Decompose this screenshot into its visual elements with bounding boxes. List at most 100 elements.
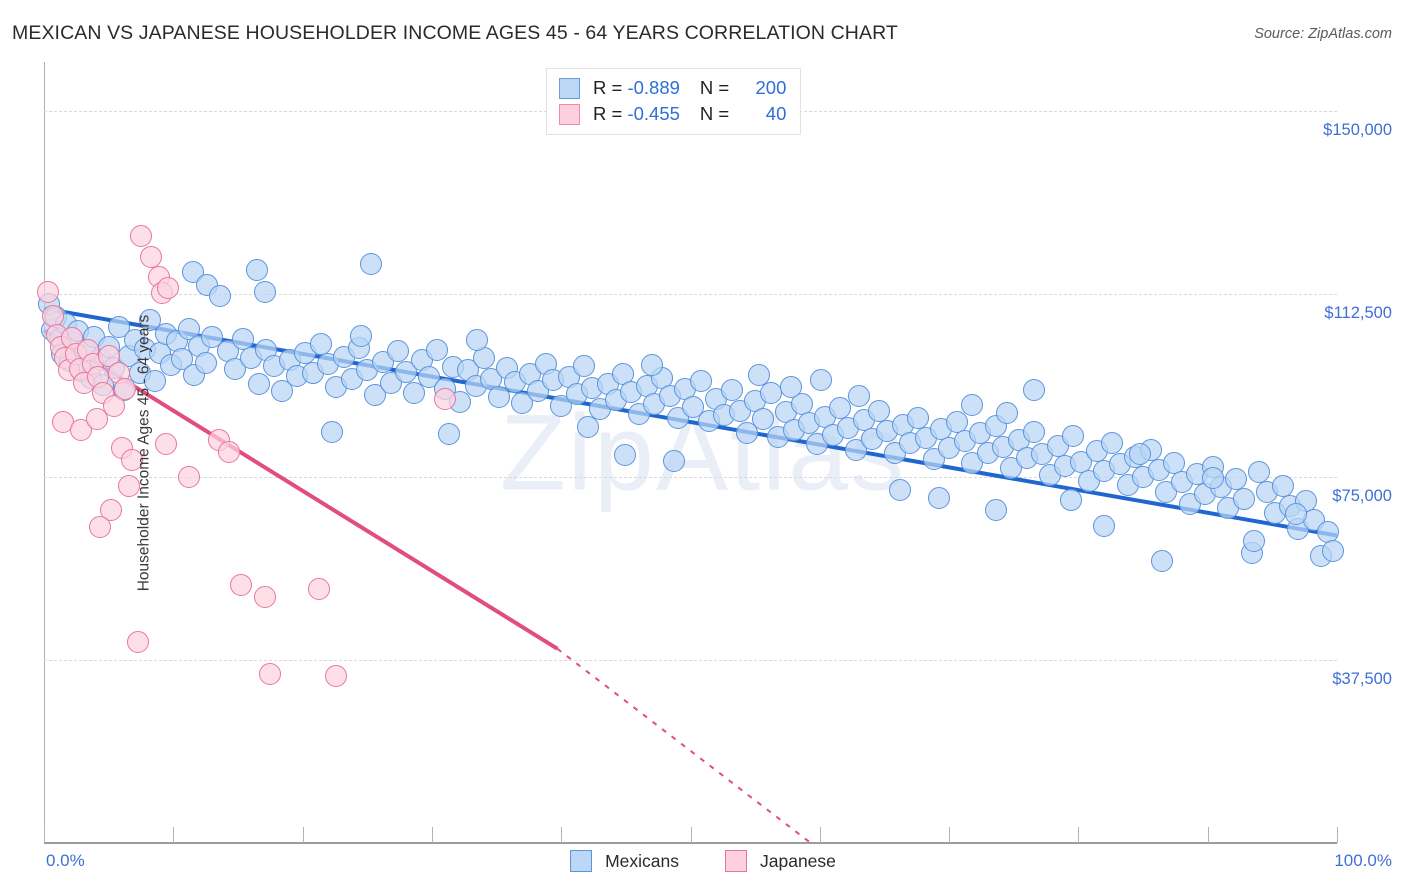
trendline-japanese-extrapolated (556, 647, 812, 844)
data-point-mexicans[interactable] (349, 324, 372, 347)
data-point-japanese[interactable] (217, 441, 240, 463)
data-point-japanese[interactable] (102, 395, 125, 418)
page-title: MEXICAN VS JAPANESE HOUSEHOLDER INCOME A… (12, 22, 898, 44)
data-point-mexicans[interactable] (1129, 442, 1152, 465)
data-point-japanese[interactable] (36, 281, 59, 304)
data-point-mexicans[interactable] (395, 360, 418, 383)
data-point-japanese[interactable] (308, 578, 331, 601)
legend-label-japanese: Japanese (760, 850, 836, 871)
data-point-japanese[interactable] (325, 664, 348, 687)
r-key-blue: R = (593, 77, 623, 98)
data-point-mexicans[interactable] (1284, 503, 1307, 525)
data-point-mexicans[interactable] (682, 396, 705, 419)
data-point-japanese[interactable] (88, 516, 111, 539)
data-point-mexicans[interactable] (246, 258, 269, 281)
data-point-japanese[interactable] (433, 388, 456, 411)
r-key-pink: R = (593, 103, 623, 124)
data-point-mexicans[interactable] (847, 384, 870, 407)
gridline (44, 293, 1337, 295)
data-point-mexicans[interactable] (1151, 549, 1174, 572)
data-point-mexicans[interactable] (1093, 515, 1116, 538)
data-point-mexicans[interactable] (751, 408, 774, 431)
data-point-mexicans[interactable] (1248, 460, 1271, 483)
data-point-mexicans[interactable] (748, 364, 771, 387)
data-point-mexicans[interactable] (437, 422, 460, 445)
data-point-mexicans[interactable] (810, 368, 833, 391)
data-point-mexicans[interactable] (254, 280, 277, 303)
data-point-japanese[interactable] (120, 449, 143, 472)
data-point-mexicans[interactable] (466, 329, 489, 352)
data-point-mexicans[interactable] (1271, 474, 1294, 497)
x-axis-tick (44, 827, 45, 843)
data-point-japanese[interactable] (86, 407, 108, 430)
data-point-japanese[interactable] (118, 475, 141, 498)
data-point-japanese[interactable] (177, 466, 200, 489)
n-value-blue: 200 (755, 77, 787, 98)
data-point-mexicans[interactable] (1232, 488, 1255, 511)
data-point-mexicans[interactable] (139, 309, 162, 332)
data-point-mexicans[interactable] (402, 381, 425, 404)
data-point-mexicans[interactable] (201, 326, 224, 349)
data-point-mexicans[interactable] (270, 379, 293, 402)
data-point-mexicans[interactable] (1243, 529, 1266, 552)
data-point-mexicans[interactable] (511, 392, 534, 415)
data-point-mexicans[interactable] (780, 376, 803, 399)
data-point-mexicans[interactable] (720, 379, 743, 402)
data-point-japanese[interactable] (129, 225, 152, 248)
data-point-mexicans[interactable] (1101, 432, 1124, 455)
gridline (44, 659, 1337, 661)
data-point-mexicans[interactable] (984, 499, 1007, 522)
stats-row: R = -0.455 N = 40 (559, 103, 786, 125)
data-point-mexicans[interactable] (1059, 488, 1082, 511)
x-axis-tick (561, 827, 563, 843)
data-point-mexicans[interactable] (488, 386, 511, 409)
data-point-mexicans[interactable] (1322, 539, 1345, 562)
data-point-japanese[interactable] (154, 433, 177, 456)
legend-swatch-mexicans (559, 77, 580, 99)
series-legend: Mexicans Japanese (0, 850, 1406, 872)
data-point-japanese[interactable] (140, 245, 163, 268)
data-point-mexicans[interactable] (550, 394, 573, 417)
legend-item-mexicans[interactable]: Mexicans (570, 850, 679, 872)
data-point-japanese[interactable] (254, 585, 277, 608)
legend-item-japanese[interactable]: Japanese (725, 850, 836, 872)
data-point-mexicans[interactable] (961, 394, 984, 417)
data-point-japanese[interactable] (100, 499, 123, 522)
data-point-japanese[interactable] (127, 630, 150, 653)
data-point-mexicans[interactable] (573, 355, 596, 378)
data-point-mexicans[interactable] (1201, 466, 1224, 489)
data-point-mexicans[interactable] (640, 354, 663, 377)
data-point-mexicans[interactable] (888, 478, 911, 501)
data-point-mexicans[interactable] (208, 284, 231, 307)
data-point-mexicans[interactable] (247, 372, 270, 395)
data-point-mexicans[interactable] (321, 421, 344, 444)
data-point-mexicans[interactable] (577, 416, 600, 439)
data-point-mexicans[interactable] (360, 252, 383, 275)
data-point-mexicans[interactable] (736, 421, 759, 444)
data-point-mexicans[interactable] (194, 351, 217, 374)
data-point-japanese[interactable] (157, 276, 180, 299)
n-value-pink: 40 (765, 103, 787, 124)
data-point-mexicans[interactable] (613, 444, 636, 467)
data-point-mexicans[interactable] (1023, 421, 1046, 444)
data-point-mexicans[interactable] (426, 338, 449, 361)
data-point-mexicans[interactable] (689, 369, 712, 392)
data-point-mexicans[interactable] (387, 340, 410, 363)
data-point-mexicans[interactable] (309, 333, 332, 356)
data-point-japanese[interactable] (114, 378, 137, 401)
data-point-japanese[interactable] (259, 662, 282, 685)
data-point-mexicans[interactable] (107, 315, 130, 338)
data-point-mexicans[interactable] (759, 382, 782, 405)
data-point-mexicans[interactable] (662, 450, 685, 473)
data-point-mexicans[interactable] (1062, 425, 1085, 448)
data-point-mexicans[interactable] (364, 383, 386, 406)
data-point-mexicans[interactable] (1023, 379, 1046, 402)
data-point-mexicans[interactable] (996, 402, 1019, 425)
y-axis-title: Householder Income Ages 45 - 64 years (135, 314, 153, 591)
data-point-mexicans[interactable] (927, 487, 950, 510)
data-point-japanese[interactable] (229, 574, 252, 597)
data-point-mexicans[interactable] (144, 370, 167, 393)
n-key-pink: N = (699, 103, 730, 124)
x-axis-max-label: 100.0% (1334, 851, 1392, 870)
data-point-mexicans[interactable] (1316, 520, 1339, 543)
